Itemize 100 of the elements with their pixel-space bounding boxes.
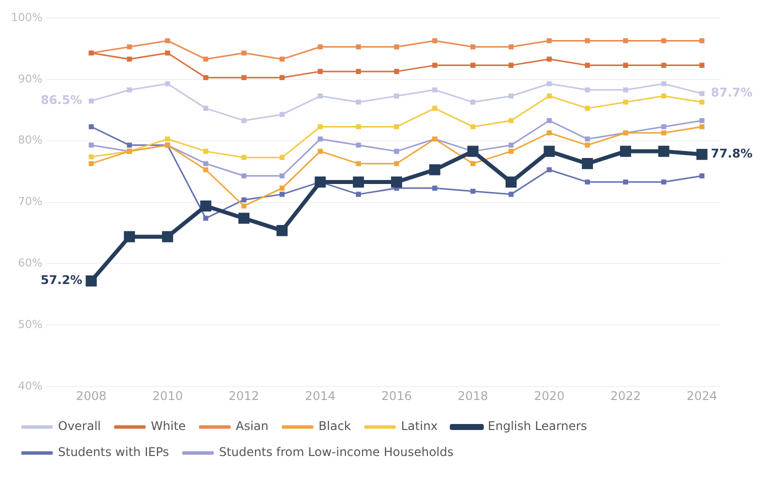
x-tick-label: 2016 (381, 388, 412, 403)
point (165, 81, 170, 86)
point (506, 176, 517, 188)
point (318, 136, 323, 142)
point (203, 106, 208, 111)
point (429, 164, 440, 176)
y-tick-label: 100% (10, 10, 42, 24)
legend-label: Students with IEPs (58, 445, 169, 460)
point (314, 176, 326, 188)
data-label: 77.8% (710, 146, 753, 161)
point (391, 176, 402, 188)
point (394, 124, 400, 130)
point (318, 44, 323, 50)
point (584, 136, 590, 142)
point (356, 142, 361, 148)
point (318, 68, 323, 74)
point (432, 62, 438, 68)
point (508, 94, 514, 99)
point (356, 44, 361, 50)
point (623, 62, 628, 68)
point (699, 118, 704, 124)
x-tick-label: 2020 (534, 388, 565, 403)
y-tick-label: 80% (18, 134, 42, 147)
point (546, 56, 552, 62)
x-tick-label: 2010 (152, 388, 183, 403)
point (241, 50, 246, 56)
point (546, 130, 552, 136)
point (280, 56, 285, 62)
point (582, 158, 593, 170)
point (276, 225, 288, 236)
point (394, 161, 400, 166)
point (86, 275, 97, 286)
point (661, 81, 666, 86)
y-tick-label: 50% (18, 318, 42, 332)
point (661, 38, 666, 44)
point (546, 118, 552, 124)
point (584, 180, 590, 185)
point (241, 154, 246, 160)
point (699, 38, 704, 44)
point (280, 154, 285, 160)
point (432, 87, 438, 92)
y-tick-label: 90% (18, 72, 42, 86)
point (356, 124, 361, 130)
point (165, 38, 170, 44)
point (88, 154, 94, 160)
point (699, 100, 704, 105)
point (470, 124, 476, 130)
point (203, 161, 208, 166)
point (394, 68, 400, 74)
x-tick-label: 2014 (304, 388, 336, 403)
point (620, 146, 632, 157)
point (467, 146, 478, 157)
point (470, 44, 476, 50)
point (241, 118, 246, 124)
point (356, 161, 361, 166)
x-tick-label: 2018 (458, 388, 488, 403)
point (432, 106, 438, 111)
point (661, 180, 666, 185)
point (356, 68, 361, 74)
point (584, 38, 590, 44)
point (394, 148, 400, 154)
point (432, 186, 438, 191)
legend-label: Overall (58, 419, 101, 434)
point (508, 192, 514, 197)
x-tick-label: 2022 (610, 388, 641, 403)
point (508, 44, 514, 50)
point (126, 142, 132, 148)
point (623, 87, 628, 92)
point (584, 62, 590, 68)
y-tick-label: 60% (18, 256, 42, 270)
point (88, 161, 94, 166)
point (203, 216, 208, 221)
y-tick-label: 70% (18, 195, 42, 208)
point (544, 146, 555, 157)
point (470, 188, 476, 194)
point (280, 112, 285, 117)
point (88, 142, 94, 148)
x-tick-label: 2008 (76, 388, 107, 403)
legend-label: Students from Low-income Households (218, 445, 454, 460)
point (584, 87, 590, 92)
point (661, 94, 666, 99)
legend-label: Latinx (401, 419, 438, 434)
point (546, 167, 552, 172)
point (508, 62, 514, 68)
point (280, 186, 285, 191)
legend-label: Asian (236, 419, 269, 434)
point (280, 173, 285, 178)
point (546, 81, 552, 86)
point (699, 124, 704, 130)
x-tick-label: 2024 (686, 388, 718, 403)
point (584, 142, 590, 148)
point (126, 87, 132, 92)
point (88, 98, 94, 104)
point (623, 38, 628, 44)
point (318, 94, 323, 99)
data-label: 87.7% (710, 86, 753, 100)
point (203, 56, 208, 62)
x-tick-label: 2012 (228, 388, 260, 403)
point (241, 173, 246, 178)
point (126, 44, 132, 50)
